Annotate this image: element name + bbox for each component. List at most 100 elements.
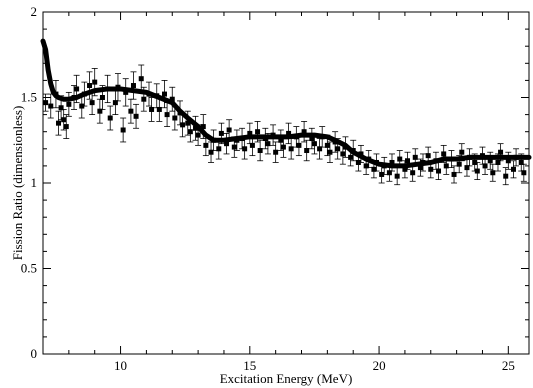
x-tick-label: 25	[502, 358, 515, 373]
data-point	[63, 124, 69, 130]
data-point	[441, 151, 447, 157]
x-tick-label: 10	[114, 358, 127, 373]
data-point	[456, 161, 462, 167]
data-point	[89, 100, 95, 106]
data-point	[149, 106, 155, 112]
data-point	[218, 130, 224, 136]
y-tick-label: 2	[31, 4, 38, 19]
data-point	[518, 159, 524, 165]
data-point	[242, 146, 248, 152]
data-point	[490, 170, 496, 176]
data-point	[112, 100, 118, 106]
data-point	[133, 113, 139, 119]
fit-curve	[40, 38, 532, 169]
data-point	[141, 96, 147, 102]
data-point	[495, 159, 501, 165]
data-point	[120, 127, 126, 133]
data-point	[226, 127, 232, 133]
data-point	[280, 144, 286, 150]
data-point	[459, 149, 465, 155]
data-point	[443, 163, 449, 169]
y-tick-label: 0	[31, 346, 38, 361]
data-point	[405, 158, 410, 164]
data-point	[164, 112, 170, 118]
data-point	[348, 154, 354, 160]
data-point	[379, 171, 385, 177]
data-points	[43, 76, 527, 179]
data-point	[255, 129, 261, 135]
x-tick-label: 15	[243, 358, 256, 373]
data-point	[216, 146, 222, 152]
data-point	[327, 149, 333, 155]
data-point	[48, 103, 54, 109]
data-point	[472, 159, 478, 165]
data-point	[162, 91, 167, 97]
data-point	[123, 89, 129, 95]
data-point	[128, 108, 134, 114]
y-tick-label: 0.5	[21, 261, 37, 276]
data-point	[436, 168, 442, 174]
data-point	[107, 115, 113, 121]
data-point	[288, 146, 294, 152]
data-point	[87, 83, 93, 89]
x-tick-label: 20	[373, 358, 386, 373]
data-point	[278, 137, 284, 143]
y-axis-title: Fission Ratio (dimensionless)	[10, 106, 25, 261]
data-point	[74, 86, 80, 92]
data-point	[172, 115, 178, 121]
y-tick-label: 1.5	[21, 90, 37, 105]
x-axis-title: Excitation Energy (MeV)	[220, 371, 353, 386]
data-point	[296, 142, 302, 148]
data-point	[397, 156, 403, 162]
data-point	[224, 141, 230, 147]
data-point	[521, 170, 527, 176]
data-point	[503, 173, 509, 179]
data-point	[309, 136, 315, 142]
data-point	[335, 146, 341, 152]
axis-ticks	[42, 11, 529, 355]
data-point	[363, 163, 369, 169]
axis-tick-labels: 10 15 20 25 0 0.5 1 1.5 2	[21, 4, 515, 373]
data-point	[138, 76, 144, 82]
data-point	[66, 101, 72, 107]
data-point	[464, 165, 470, 171]
data-point	[311, 141, 317, 147]
data-point	[200, 124, 206, 130]
data-point	[428, 166, 434, 172]
data-point	[386, 170, 392, 176]
data-point	[265, 141, 271, 147]
data-point	[355, 159, 361, 165]
data-point	[208, 149, 214, 155]
data-point	[193, 125, 199, 131]
data-point	[187, 129, 193, 135]
data-point	[180, 122, 186, 128]
data-point	[249, 142, 255, 148]
data-point	[286, 130, 292, 136]
data-point	[451, 171, 457, 177]
data-point	[231, 144, 237, 150]
data-point	[324, 142, 330, 148]
data-point	[317, 146, 323, 152]
data-point	[510, 166, 516, 172]
data-point	[402, 166, 408, 172]
data-point	[273, 149, 279, 155]
data-point	[394, 173, 400, 179]
data-point	[195, 132, 201, 138]
data-point	[130, 83, 136, 89]
data-point	[156, 106, 162, 112]
data-point	[203, 142, 209, 148]
data-point	[389, 159, 395, 165]
data-point	[482, 163, 488, 169]
data-point	[61, 117, 67, 123]
data-point	[487, 158, 493, 164]
data-point	[304, 148, 310, 154]
data-point	[505, 158, 511, 164]
data-point	[185, 120, 191, 126]
data-point	[58, 105, 64, 111]
data-point	[43, 100, 49, 106]
data-point	[410, 170, 416, 176]
data-point	[371, 166, 377, 172]
data-point	[301, 129, 307, 135]
error-bars	[42, 64, 527, 186]
data-point	[474, 168, 480, 174]
